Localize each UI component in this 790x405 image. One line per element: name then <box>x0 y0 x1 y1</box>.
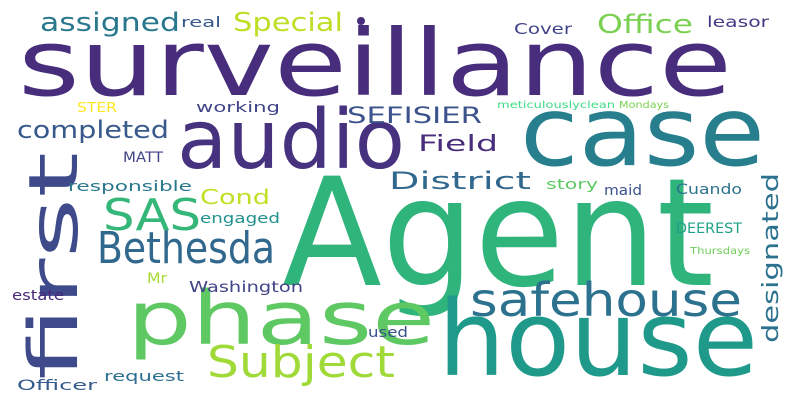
word-used: used <box>368 325 408 341</box>
word-cover: Cover <box>514 20 573 38</box>
word-working: working <box>196 100 280 116</box>
word-phase: phase <box>127 276 435 362</box>
word-case: case <box>520 76 765 188</box>
word-assigned: assigned <box>40 8 180 38</box>
word-designated: designated <box>759 173 784 343</box>
word-leasor: leasor <box>707 13 770 31</box>
word-estate: estate <box>12 288 64 304</box>
word-first: first <box>15 152 94 380</box>
word-safehouse: safehouse <box>470 273 742 327</box>
word-completed: completed <box>17 116 169 144</box>
word-washington: Washington <box>189 278 303 296</box>
word-request: request <box>104 369 185 385</box>
word-matt: MATT <box>123 150 163 166</box>
word-special: Special <box>233 8 343 38</box>
word-mondays: Mondays <box>619 100 669 111</box>
word-real: real <box>181 15 221 31</box>
word-meticulouslyclean: meticulouslyclean <box>497 100 615 111</box>
word-engaged: engaged <box>200 211 280 227</box>
word-cond: Cond <box>200 185 270 209</box>
word-sas: SAS <box>103 190 201 241</box>
word-officer: Officer <box>17 378 97 394</box>
word-district: District <box>389 167 531 195</box>
dot-mark <box>357 17 365 25</box>
word-audio: audio <box>177 93 405 188</box>
word-surveillance: surveillance <box>18 10 732 117</box>
word-subject: Subject <box>207 337 395 388</box>
word-thursdays: Thursdays <box>689 246 750 257</box>
word-story: story <box>546 177 598 193</box>
word-office: Office <box>597 10 693 40</box>
word-field: Field <box>418 132 498 157</box>
word-cuando: Cuando <box>676 182 742 198</box>
word-deerest: DEEREST <box>676 221 742 237</box>
word-bethesda: Bethesda <box>97 223 275 274</box>
word-responsible: responsible <box>68 179 192 195</box>
word-agent: Agent <box>282 147 714 321</box>
word-mr: Mr <box>147 271 167 287</box>
word-ster: STER <box>77 101 117 116</box>
word-maid: maid <box>604 183 642 199</box>
word-sefisier: SEFISIER <box>347 104 482 129</box>
word-house: house <box>438 278 758 400</box>
